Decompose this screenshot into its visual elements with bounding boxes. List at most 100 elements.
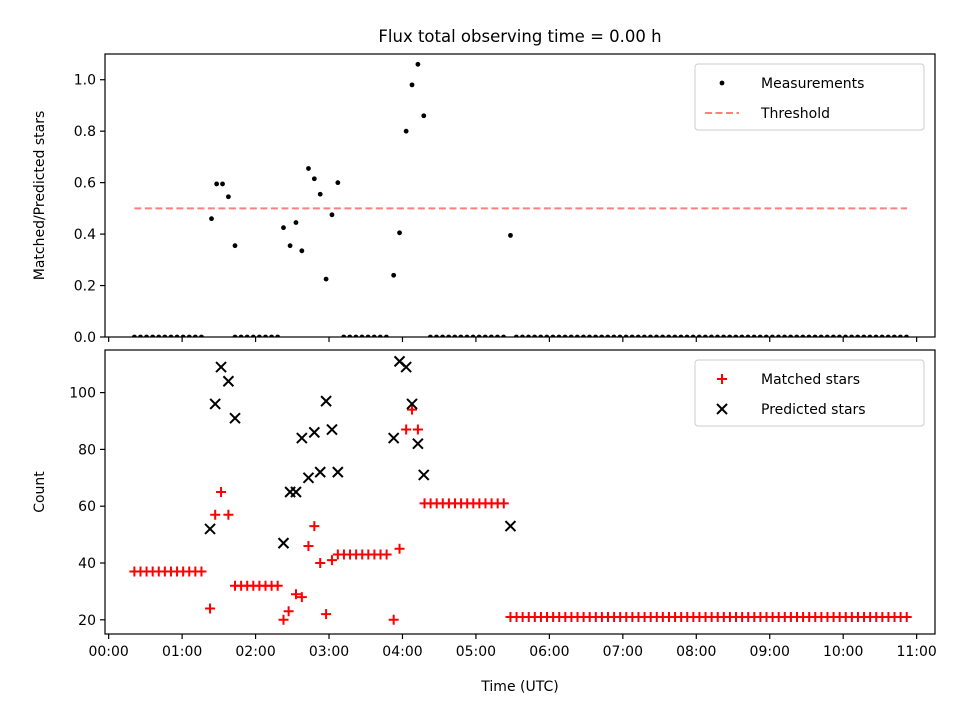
x-axis-label: Time (UTC) [480,679,558,695]
matched-star-point [205,603,216,614]
predicted-star-point [387,432,400,444]
y-tick-label: 1.0 [74,73,96,89]
predicted-star-point [412,438,424,450]
predicted-star-point [290,486,302,498]
x-tick-label: 00:00 [88,644,128,660]
legend: Measurements Threshold [694,63,925,131]
legend-entry-label: Predicted stars [761,402,866,418]
y-tick-label: 40 [78,556,96,572]
y-tick-label: 100 [69,386,96,402]
legend-entry-label: Measurements [761,76,864,92]
predicted-star-point [332,466,344,478]
y-tick-label: 0.4 [74,227,96,243]
measurement-point [397,230,402,236]
y-axis-label: Count [32,471,48,513]
measurement-point [232,243,238,249]
y-tick-label: 0.8 [74,124,96,140]
predicted-star-point [204,523,216,535]
plot-frame [104,53,936,338]
measurement-point [287,243,293,249]
legend-box [694,63,925,131]
measurement-point [329,212,335,218]
predicted-star-point [320,395,332,407]
measurement-point [220,181,225,187]
measurement-point [403,128,409,134]
predicted-star-point [400,361,412,373]
predicted-star-point [418,469,430,481]
y-tick-label: 60 [78,499,96,515]
x-tick-label: 02:00 [235,644,275,660]
matched-star-point [717,374,727,384]
matched-star-point [321,609,332,620]
x-tick-label: 10:00 [823,644,863,660]
x-tick-label: 08:00 [676,644,716,660]
measurement-point [299,248,305,254]
x-tick-label: 11:00 [896,644,936,660]
x-tick-label: 04:00 [382,644,422,660]
x-tick-label: 06:00 [529,644,569,660]
measurement-point [306,166,311,171]
measurement-point [323,276,329,282]
matched-star-point [326,555,337,566]
matched-star-point [196,566,207,577]
matched-star-point [407,404,418,415]
legend-entry-label: Threshold [760,106,830,122]
predicted-star-point [215,361,227,373]
measurement-point [214,181,220,187]
measurement-point [391,272,397,278]
y-tick-label: 20 [78,613,96,629]
legend: Matched stars Predicted stars [694,359,925,427]
matched-star-point [210,509,221,520]
chart-title: Flux total observing time = 0.00 h [378,27,661,46]
matched-star-point [290,589,301,600]
x-tick-label: 03:00 [309,644,349,660]
predicted-star-point [326,423,338,436]
matched-star-point [223,509,234,520]
matched-star-point [412,424,423,435]
measurement-point [293,220,299,225]
predicted-star-point [716,403,728,415]
predicted-star-point [504,520,517,532]
y-axis-label: Matched/Predicted stars [32,111,48,281]
measurement-point [225,194,231,200]
y-tick-label: 0.2 [74,279,96,295]
y-tick-label: 0.6 [74,176,96,192]
matched-star-point [901,611,912,622]
measurement-point [311,176,317,182]
x-tick-label: 07:00 [603,644,643,660]
matched-star-point [296,592,307,603]
y-tick-label: 80 [78,442,96,458]
measurement-point [317,191,323,197]
x-tick-label: 09:00 [750,644,790,660]
ratio-panel: 0.0 0.2 0.4 0.6 0.8 1.0 Matched/Predicted star… [32,53,936,346]
measurement-point [209,216,214,222]
predicted-star-point [406,398,418,410]
measurement-point [409,82,415,88]
matched-star-point [283,606,294,617]
matched-star-point [309,521,320,532]
matched-star-point [278,614,289,625]
x-tick-label: 05:00 [456,644,496,660]
predicted-star-point [229,412,241,424]
predicted-star-point [277,537,290,549]
predicted-star-point [296,432,308,444]
matched-star-point [401,424,412,435]
predicted-star-point [308,426,321,439]
plot-frame [104,349,936,635]
predicted-star-point [209,398,221,410]
measurement-point [719,80,725,86]
matched-star-point [498,498,509,509]
measurement-point [508,232,513,238]
measurement-point [415,61,421,67]
plot-area [129,355,912,625]
measurement-point [335,180,341,186]
measurement-point [281,225,286,231]
predicted-star-point [302,472,315,484]
matched-star-point [272,580,283,591]
matched-star-point [216,487,227,497]
y-tick-label: 0.0 [74,330,96,346]
legend-box [694,359,925,427]
x-tick-label: 01:00 [162,644,202,660]
matched-star-point [315,558,326,568]
